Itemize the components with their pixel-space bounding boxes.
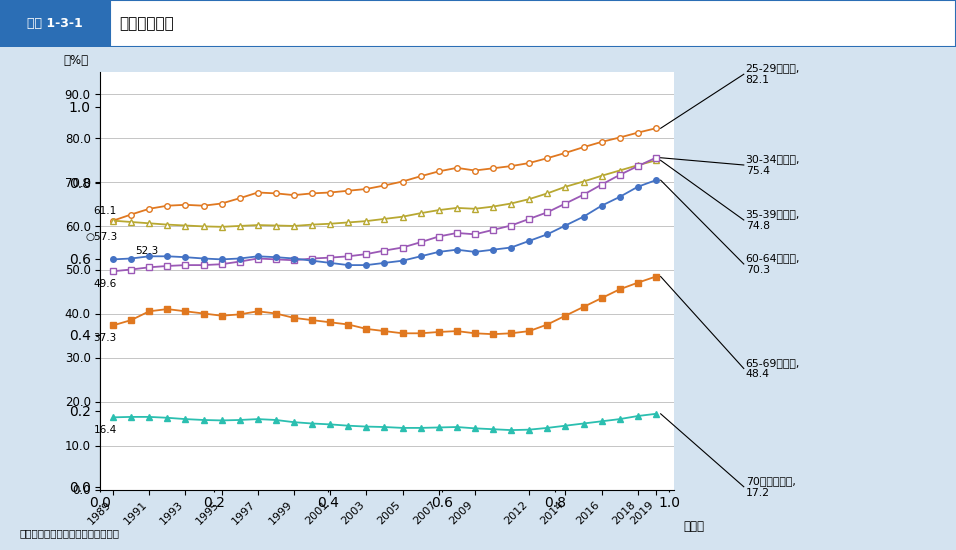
Bar: [110, 0, 956, 47]
Text: 35-39歳女性,
74.8: 35-39歳女性, 74.8: [746, 209, 800, 231]
Text: 30-34歳女性,
75.4: 30-34歳女性, 75.4: [746, 154, 800, 176]
Text: 図表 1-3-1: 図表 1-3-1: [27, 17, 82, 30]
Bar: [0, 0, 110, 47]
Text: 60-64歳男女,
70.3: 60-64歳男女, 70.3: [746, 253, 800, 275]
Text: 65-69歳男女,
48.4: 65-69歳男女, 48.4: [746, 358, 800, 379]
Text: 37.3: 37.3: [94, 333, 117, 343]
Text: 61.1: 61.1: [94, 206, 117, 216]
Text: （%）: （%）: [63, 54, 88, 67]
Text: 49.6: 49.6: [94, 278, 117, 289]
Text: 52.3: 52.3: [136, 246, 159, 256]
Text: 70歳以上男女,
17.2: 70歳以上男女, 17.2: [746, 476, 795, 498]
Text: 16.4: 16.4: [94, 425, 117, 435]
Text: （年）: （年）: [683, 520, 704, 534]
Text: 就業率の推移: 就業率の推移: [120, 16, 174, 31]
Text: ○57.3: ○57.3: [85, 232, 118, 242]
Text: 資料：総務省統計局「労働力調査」: 資料：総務省統計局「労働力調査」: [19, 528, 120, 538]
Text: 25-29歳女性,
82.1: 25-29歳女性, 82.1: [746, 63, 800, 85]
